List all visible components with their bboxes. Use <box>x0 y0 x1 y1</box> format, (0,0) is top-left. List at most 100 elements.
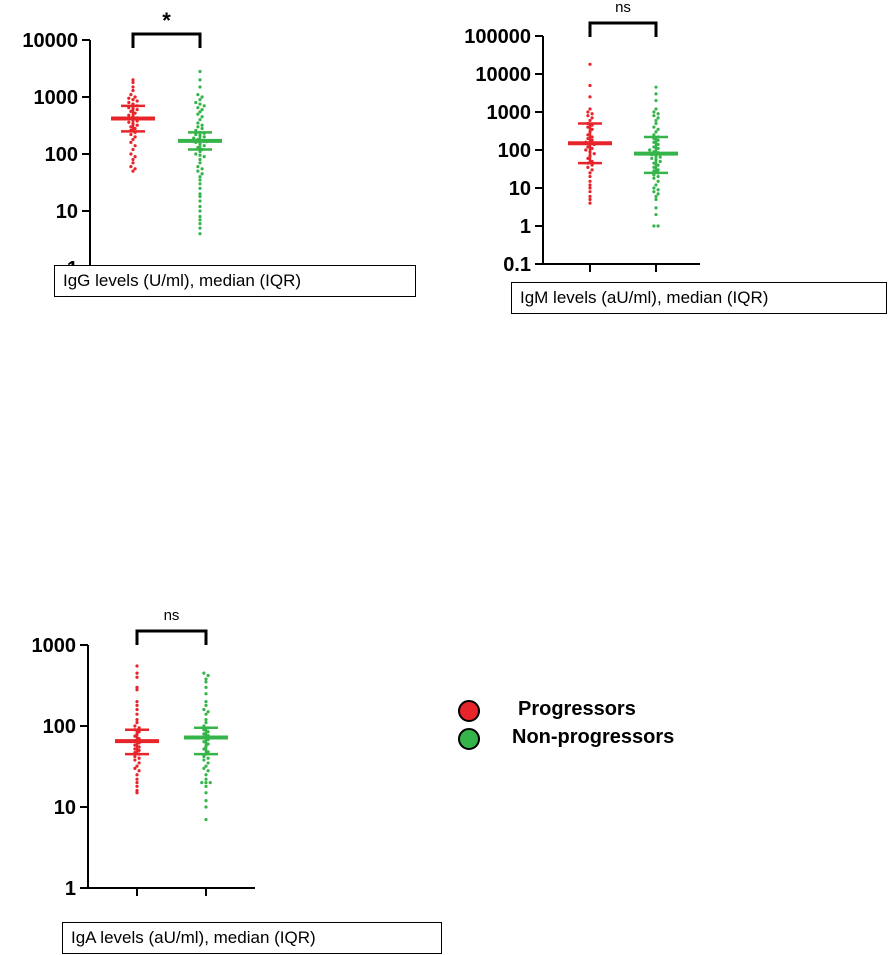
significance-bracket <box>135 629 208 645</box>
data-point <box>196 169 200 173</box>
data-point <box>196 106 200 110</box>
data-point <box>652 190 656 194</box>
data-point <box>137 745 141 749</box>
significance-label: ns <box>164 607 180 624</box>
data-point <box>135 717 139 722</box>
data-point <box>135 700 139 704</box>
data-point <box>133 126 137 131</box>
data-point <box>590 168 594 172</box>
data-point <box>586 136 590 141</box>
data-point <box>588 190 592 194</box>
data-point <box>654 92 658 96</box>
data-point <box>204 817 208 822</box>
data-point <box>135 703 139 707</box>
data-point <box>133 734 137 738</box>
data-point <box>656 127 660 131</box>
data-point <box>131 169 135 173</box>
data-point <box>204 805 208 809</box>
data-point <box>200 781 204 785</box>
data-point <box>200 115 204 119</box>
data-point <box>196 125 200 129</box>
data-point <box>135 675 139 679</box>
data-point <box>648 148 652 152</box>
data-point <box>206 730 210 734</box>
legend-label-progressors: Progressors <box>518 698 636 720</box>
data-point <box>131 157 135 162</box>
data-point <box>198 186 202 190</box>
y-tick-label: 10 <box>56 201 78 223</box>
y-tick-label: 10000 <box>22 30 78 52</box>
data-point <box>135 777 139 781</box>
data-point <box>656 116 660 120</box>
igm-chart: 0.1 1 10 100 1000 10000 100000 ns <box>464 0 700 276</box>
data-point <box>654 118 658 123</box>
data-point <box>135 123 139 127</box>
data-point <box>590 116 594 120</box>
data-point <box>656 188 660 192</box>
y-tick-label: 1 <box>520 216 531 238</box>
y-tick-label: 10 <box>54 797 76 819</box>
data-point <box>588 83 592 88</box>
data-point <box>588 95 592 99</box>
data-point <box>129 152 133 156</box>
data-point <box>194 152 198 156</box>
progressors-dot-icon <box>458 700 480 722</box>
data-point <box>198 199 202 203</box>
data-point <box>202 671 206 675</box>
data-point <box>204 798 208 803</box>
data-point <box>133 754 137 759</box>
data-point <box>135 99 139 103</box>
data-point <box>654 107 658 111</box>
data-point <box>200 172 204 176</box>
data-point <box>202 758 206 762</box>
data-point <box>204 777 208 781</box>
legend-label-non-progressors: Non-progressors <box>512 726 675 748</box>
data-point <box>652 114 656 118</box>
data-point <box>131 161 135 165</box>
y-tick-label: 100000 <box>464 26 531 48</box>
data-point <box>204 781 208 785</box>
data-point <box>590 112 594 116</box>
igm-xlabel: IgM levels (aU/ml), median (IQR) <box>511 282 887 314</box>
data-point <box>127 120 131 124</box>
data-point <box>654 85 658 89</box>
data-point <box>590 135 594 139</box>
data-point <box>588 186 592 190</box>
data-point <box>202 766 206 770</box>
data-point <box>127 113 131 117</box>
data-point <box>588 62 592 66</box>
data-point <box>202 740 206 744</box>
y-tick-label: 100 <box>498 140 531 162</box>
data-point <box>198 232 202 236</box>
data-point <box>586 145 590 149</box>
data-point <box>590 146 594 151</box>
y-tick-label: 100 <box>43 716 76 738</box>
data-point <box>198 150 202 154</box>
data-point <box>135 685 139 689</box>
data-point <box>198 98 202 102</box>
data-point <box>206 769 210 773</box>
data-point <box>129 165 133 169</box>
non-progressors-dot-icon <box>458 728 480 750</box>
data-point <box>135 671 139 675</box>
data-point <box>652 145 656 149</box>
data-point <box>198 175 202 179</box>
data-point <box>656 142 660 147</box>
data-point <box>135 707 139 712</box>
data-point <box>588 194 592 199</box>
data-point <box>198 209 202 213</box>
data-point <box>200 123 204 127</box>
data-point <box>131 137 135 142</box>
data-point <box>652 165 656 169</box>
y-tick-label: 100 <box>45 144 78 166</box>
data-point <box>135 721 139 725</box>
data-point <box>654 121 658 126</box>
data-point <box>135 108 139 112</box>
data-point <box>652 224 656 228</box>
data-point <box>204 703 208 707</box>
data-point <box>588 171 592 175</box>
data-point <box>206 742 210 746</box>
data-point <box>133 766 137 770</box>
data-point <box>202 135 206 139</box>
